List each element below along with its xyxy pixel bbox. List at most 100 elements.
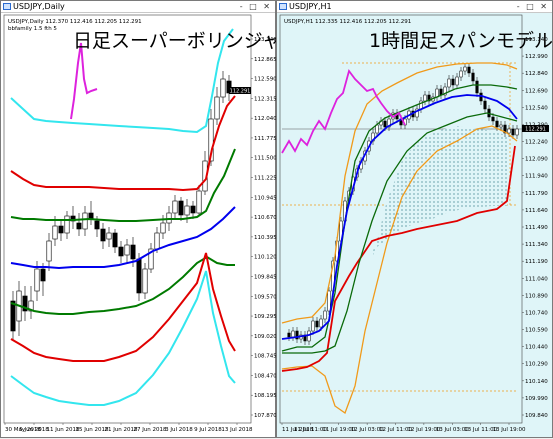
- daily-candle-body: [82, 212, 88, 230]
- hourly-candle-body: [315, 320, 319, 328]
- hourly-x-tick-label: 11 Jul 11:00: [294, 427, 327, 433]
- orange-upper-band: [281, 62, 518, 324]
- daily-x-tick-label: 30 May 2018: [5, 427, 41, 433]
- hourly-y-tick-label: 112.840: [525, 71, 548, 77]
- hourly-candle-body: [323, 310, 327, 320]
- band-lower-2sigma: [10, 252, 236, 362]
- daily-chart-titlebar[interactable]: USDJPY,Daily ‐ □ ✕: [1, 1, 275, 13]
- hourly-candle-body: [427, 94, 431, 102]
- daily-candle-body: [64, 215, 70, 234]
- hourly-y-tick-label: 110.290: [525, 362, 548, 368]
- hourly-y-tick-label: 112.090: [525, 157, 548, 163]
- hourly-y-tick-label: 111.640: [525, 208, 548, 214]
- hourly-candle-body: [507, 128, 511, 134]
- hourly-chart-plot[interactable]: 113.140112.990112.840112.690112.540112.3…: [277, 1, 553, 439]
- hourly-candle-body: [475, 80, 479, 94]
- lagging-span: [281, 68, 406, 154]
- hourly-candle-body: [467, 66, 471, 74]
- hourly-x-tick-label: 12 Jul 19:00: [407, 427, 440, 433]
- hourly-candle-body: [499, 124, 503, 128]
- daily-candle-body: [22, 295, 28, 312]
- hourly-candle-body: [455, 76, 459, 86]
- hourly-price-marker: [522, 125, 549, 132]
- window-controls[interactable]: ‐ □ ✕: [239, 2, 272, 11]
- band-upper-2sigma: [10, 95, 236, 192]
- hourly-candle-body: [291, 330, 295, 338]
- hourly-y-tick-label: 110.890: [525, 293, 548, 299]
- hourly-y-tick-label: 109.990: [525, 396, 548, 402]
- hourly-x-tick-label: 12 Jul 11:00: [379, 427, 412, 433]
- chart-window-icon: [3, 3, 11, 10]
- hourly-chart-title: USDJPY,H1: [289, 2, 332, 11]
- daily-price-badge-text: 112.291: [230, 89, 251, 95]
- hourly-y-tick-label: 111.190: [525, 259, 548, 265]
- daily-y-tick-label: 109.845: [254, 274, 277, 280]
- daily-y-tick-label: 108.470: [254, 373, 277, 379]
- hourly-y-tick-label: 109.840: [525, 413, 548, 419]
- daily-candle-body: [208, 118, 214, 162]
- daily-candle-body: [130, 244, 136, 260]
- hourly-y-tick-label: 110.440: [525, 345, 548, 351]
- hourly-candle-body: [423, 94, 427, 102]
- daily-y-tick-label: 109.020: [254, 334, 277, 340]
- daily-chart-plot[interactable]: 113.140 112.865 112.590 112.315 112.040 111.7…: [1, 1, 277, 439]
- hourly-price-badge-text: 112.291: [525, 127, 546, 133]
- hourly-candle-body: [387, 118, 391, 128]
- daily-y-tick-label: 111.775: [254, 136, 277, 142]
- hourly-candle-body: [463, 66, 467, 72]
- hourly-chart-titlebar[interactable]: USDJPY,H1 ‐ □ ✕: [277, 1, 552, 13]
- daily-candle-body: [196, 190, 202, 214]
- daily-y-tick-label: 112.315: [254, 96, 277, 102]
- daily-candle-body: [142, 268, 148, 294]
- hourly-x-tick-label: 11 Jul 19:00: [322, 427, 355, 433]
- hourly-candle-body: [459, 70, 463, 78]
- daily-y-tick-label: 109.570: [254, 294, 277, 300]
- hourly-candle-body: [383, 120, 387, 128]
- daily-chart-caption: 日足スーパーボリンジャー: [73, 30, 277, 52]
- daily-candle-body: [28, 300, 34, 312]
- daily-candle-body: [112, 232, 118, 248]
- hourly-y-tick-label: 111.490: [525, 225, 548, 231]
- daily-candle-body: [100, 228, 106, 242]
- hourly-x-tick-label: 12 Jul 03:00: [351, 427, 384, 433]
- hourly-candle-body: [295, 330, 299, 340]
- hourly-chart-window[interactable]: USDJPY,H1 ‐ □ ✕ 113.140 112.990 112.840 112…: [276, 0, 553, 438]
- hourly-x-tick-label: 13 Jul 19:00: [493, 427, 526, 433]
- hourly-x-tick-label: 13 Jul 11:00: [464, 427, 497, 433]
- hourly-y-tick-label: 113.140: [525, 37, 548, 43]
- hourly-y-tick-label: 110.740: [525, 310, 548, 316]
- daily-chart-title: USDJPY,Daily: [13, 2, 65, 11]
- moving-average-blue: [281, 94, 518, 340]
- daily-chart-window[interactable]: USDJPY,Daily ‐ □ ✕ 113.140 112.865 112.590…: [0, 0, 277, 439]
- hourly-candle-body: [439, 88, 443, 96]
- daily-y-tick-label: 108.745: [254, 354, 277, 360]
- orange-lower-band: [281, 125, 518, 415]
- daily-candle-body: [154, 232, 160, 250]
- daily-y-tick-label: 112.590: [254, 77, 277, 83]
- window-controls[interactable]: ‐ □ ✕: [516, 2, 549, 11]
- span-green-lower: [282, 112, 518, 354]
- hourly-x-tick-label: 13 Jul 03:00: [436, 427, 469, 433]
- hourly-y-tick-label: 111.040: [525, 276, 548, 282]
- hourly-y-tick-label: 112.240: [525, 140, 548, 146]
- daily-y-tick-label: 110.670: [254, 215, 277, 221]
- daily-candle-body: [76, 222, 82, 230]
- hourly-candle-body: [375, 124, 379, 134]
- daily-candle-body: [118, 246, 124, 257]
- hourly-candle-body: [483, 100, 487, 110]
- span-cloud: [372, 126, 507, 261]
- hourly-y-axis: 113.140112.990112.840112.690112.540112.3…: [522, 37, 548, 419]
- daily-candle-body: [136, 258, 142, 294]
- band-lower-1sigma: [10, 255, 235, 315]
- band-middle: [10, 206, 236, 270]
- daily-x-tick-label: 11 Jun 2018: [46, 427, 80, 433]
- daily-candle-body: [106, 232, 112, 240]
- daily-candle-body: [190, 205, 196, 214]
- daily-y-tick-label: 113.140: [254, 37, 277, 43]
- daily-y-tick-label: 108.195: [254, 393, 277, 399]
- daily-candle-body: [178, 200, 184, 216]
- chart-window-icon: [279, 3, 287, 10]
- daily-candle-body: [52, 225, 58, 240]
- daily-candle-body: [172, 200, 178, 214]
- daily-y-tick-label: 112.040: [254, 116, 277, 122]
